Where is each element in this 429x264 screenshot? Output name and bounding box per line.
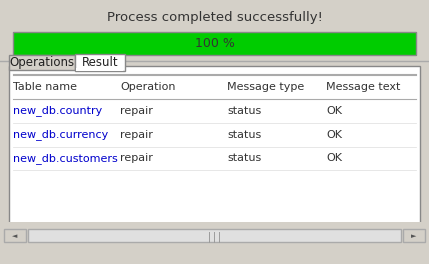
Text: ◄: ◄ [12,233,18,239]
Text: repair: repair [120,153,153,163]
Text: repair: repair [120,130,153,140]
FancyBboxPatch shape [28,229,401,242]
Text: 100 %: 100 % [195,37,235,50]
Text: OK: OK [326,153,342,163]
Text: |: | [218,231,221,242]
Text: OK: OK [326,130,342,140]
Text: Result: Result [82,56,118,69]
FancyBboxPatch shape [75,54,124,71]
FancyBboxPatch shape [9,66,420,243]
Text: Message text: Message text [326,82,400,92]
Text: |: | [213,231,216,242]
Text: status: status [227,153,262,163]
Text: repair: repair [120,106,153,116]
Text: status: status [227,130,262,140]
FancyBboxPatch shape [0,222,429,246]
FancyBboxPatch shape [76,68,123,71]
FancyBboxPatch shape [9,55,75,70]
Text: OK: OK [326,106,342,116]
Text: new_db.currency: new_db.currency [13,129,108,140]
Text: new_db.country: new_db.country [13,105,102,116]
Text: new_db.customers: new_db.customers [13,153,118,164]
Text: ►: ► [411,233,417,239]
Text: Table name: Table name [13,82,77,92]
Text: Process completed successfully!: Process completed successfully! [107,11,323,24]
FancyBboxPatch shape [4,229,26,242]
Text: status: status [227,106,262,116]
Text: Operations: Operations [9,56,75,69]
Text: |: | [208,231,211,242]
FancyBboxPatch shape [403,229,425,242]
FancyBboxPatch shape [13,32,416,55]
Text: Operation: Operation [120,82,176,92]
Text: Message type: Message type [227,82,305,92]
